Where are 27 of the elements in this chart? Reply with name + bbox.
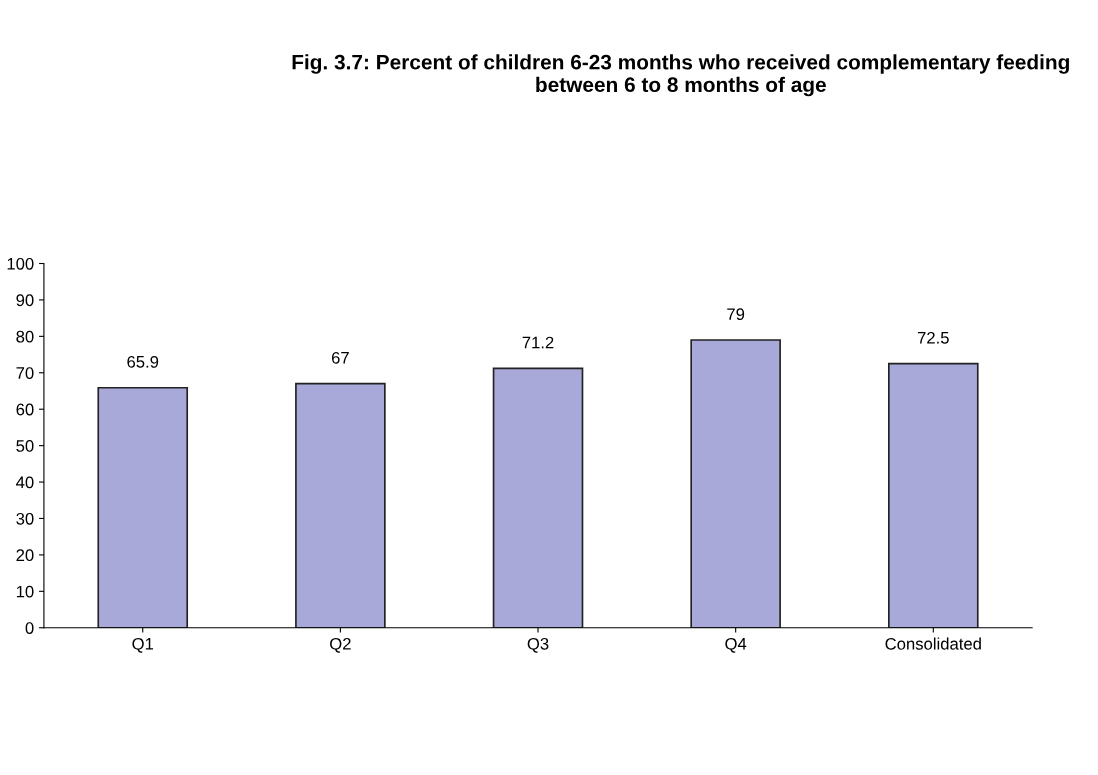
data-label: 67 bbox=[331, 351, 349, 364]
y-tick-label: 80 bbox=[16, 330, 34, 343]
data-label: 72.5 bbox=[917, 331, 949, 344]
y-tick-label: 100 bbox=[7, 257, 34, 270]
data-label: 71.2 bbox=[522, 336, 554, 349]
x-tick-label: Q2 bbox=[330, 637, 351, 653]
data-label: 65.9 bbox=[127, 355, 159, 368]
bar bbox=[295, 382, 386, 628]
y-tick-label: 50 bbox=[16, 440, 34, 452]
x-tick-label: Q3 bbox=[527, 637, 549, 653]
y-tick-label: 10 bbox=[16, 585, 34, 598]
chart-title: Fig. 3.7: Percent of children 6-23 months who received complementary feeding between 6 to 8 months of age bbox=[292, 54, 1069, 97]
x-tick-label: Consolidated bbox=[885, 637, 981, 650]
y-tick-label: 20 bbox=[16, 549, 34, 562]
bar bbox=[690, 339, 781, 628]
bar bbox=[97, 386, 189, 628]
bar bbox=[492, 367, 584, 628]
y-tick-label: 40 bbox=[16, 476, 34, 489]
y-tick-label: 0 bbox=[25, 622, 34, 634]
x-tick-label: Q1 bbox=[132, 637, 154, 653]
y-tick-label: 60 bbox=[16, 403, 34, 416]
x-tick-label: Q4 bbox=[725, 637, 747, 653]
y-tick-label: 70 bbox=[16, 367, 34, 379]
bar bbox=[887, 362, 979, 628]
data-label: 79 bbox=[727, 308, 745, 321]
y-tick-label: 30 bbox=[16, 512, 34, 525]
y-tick-label: 90 bbox=[16, 294, 34, 307]
